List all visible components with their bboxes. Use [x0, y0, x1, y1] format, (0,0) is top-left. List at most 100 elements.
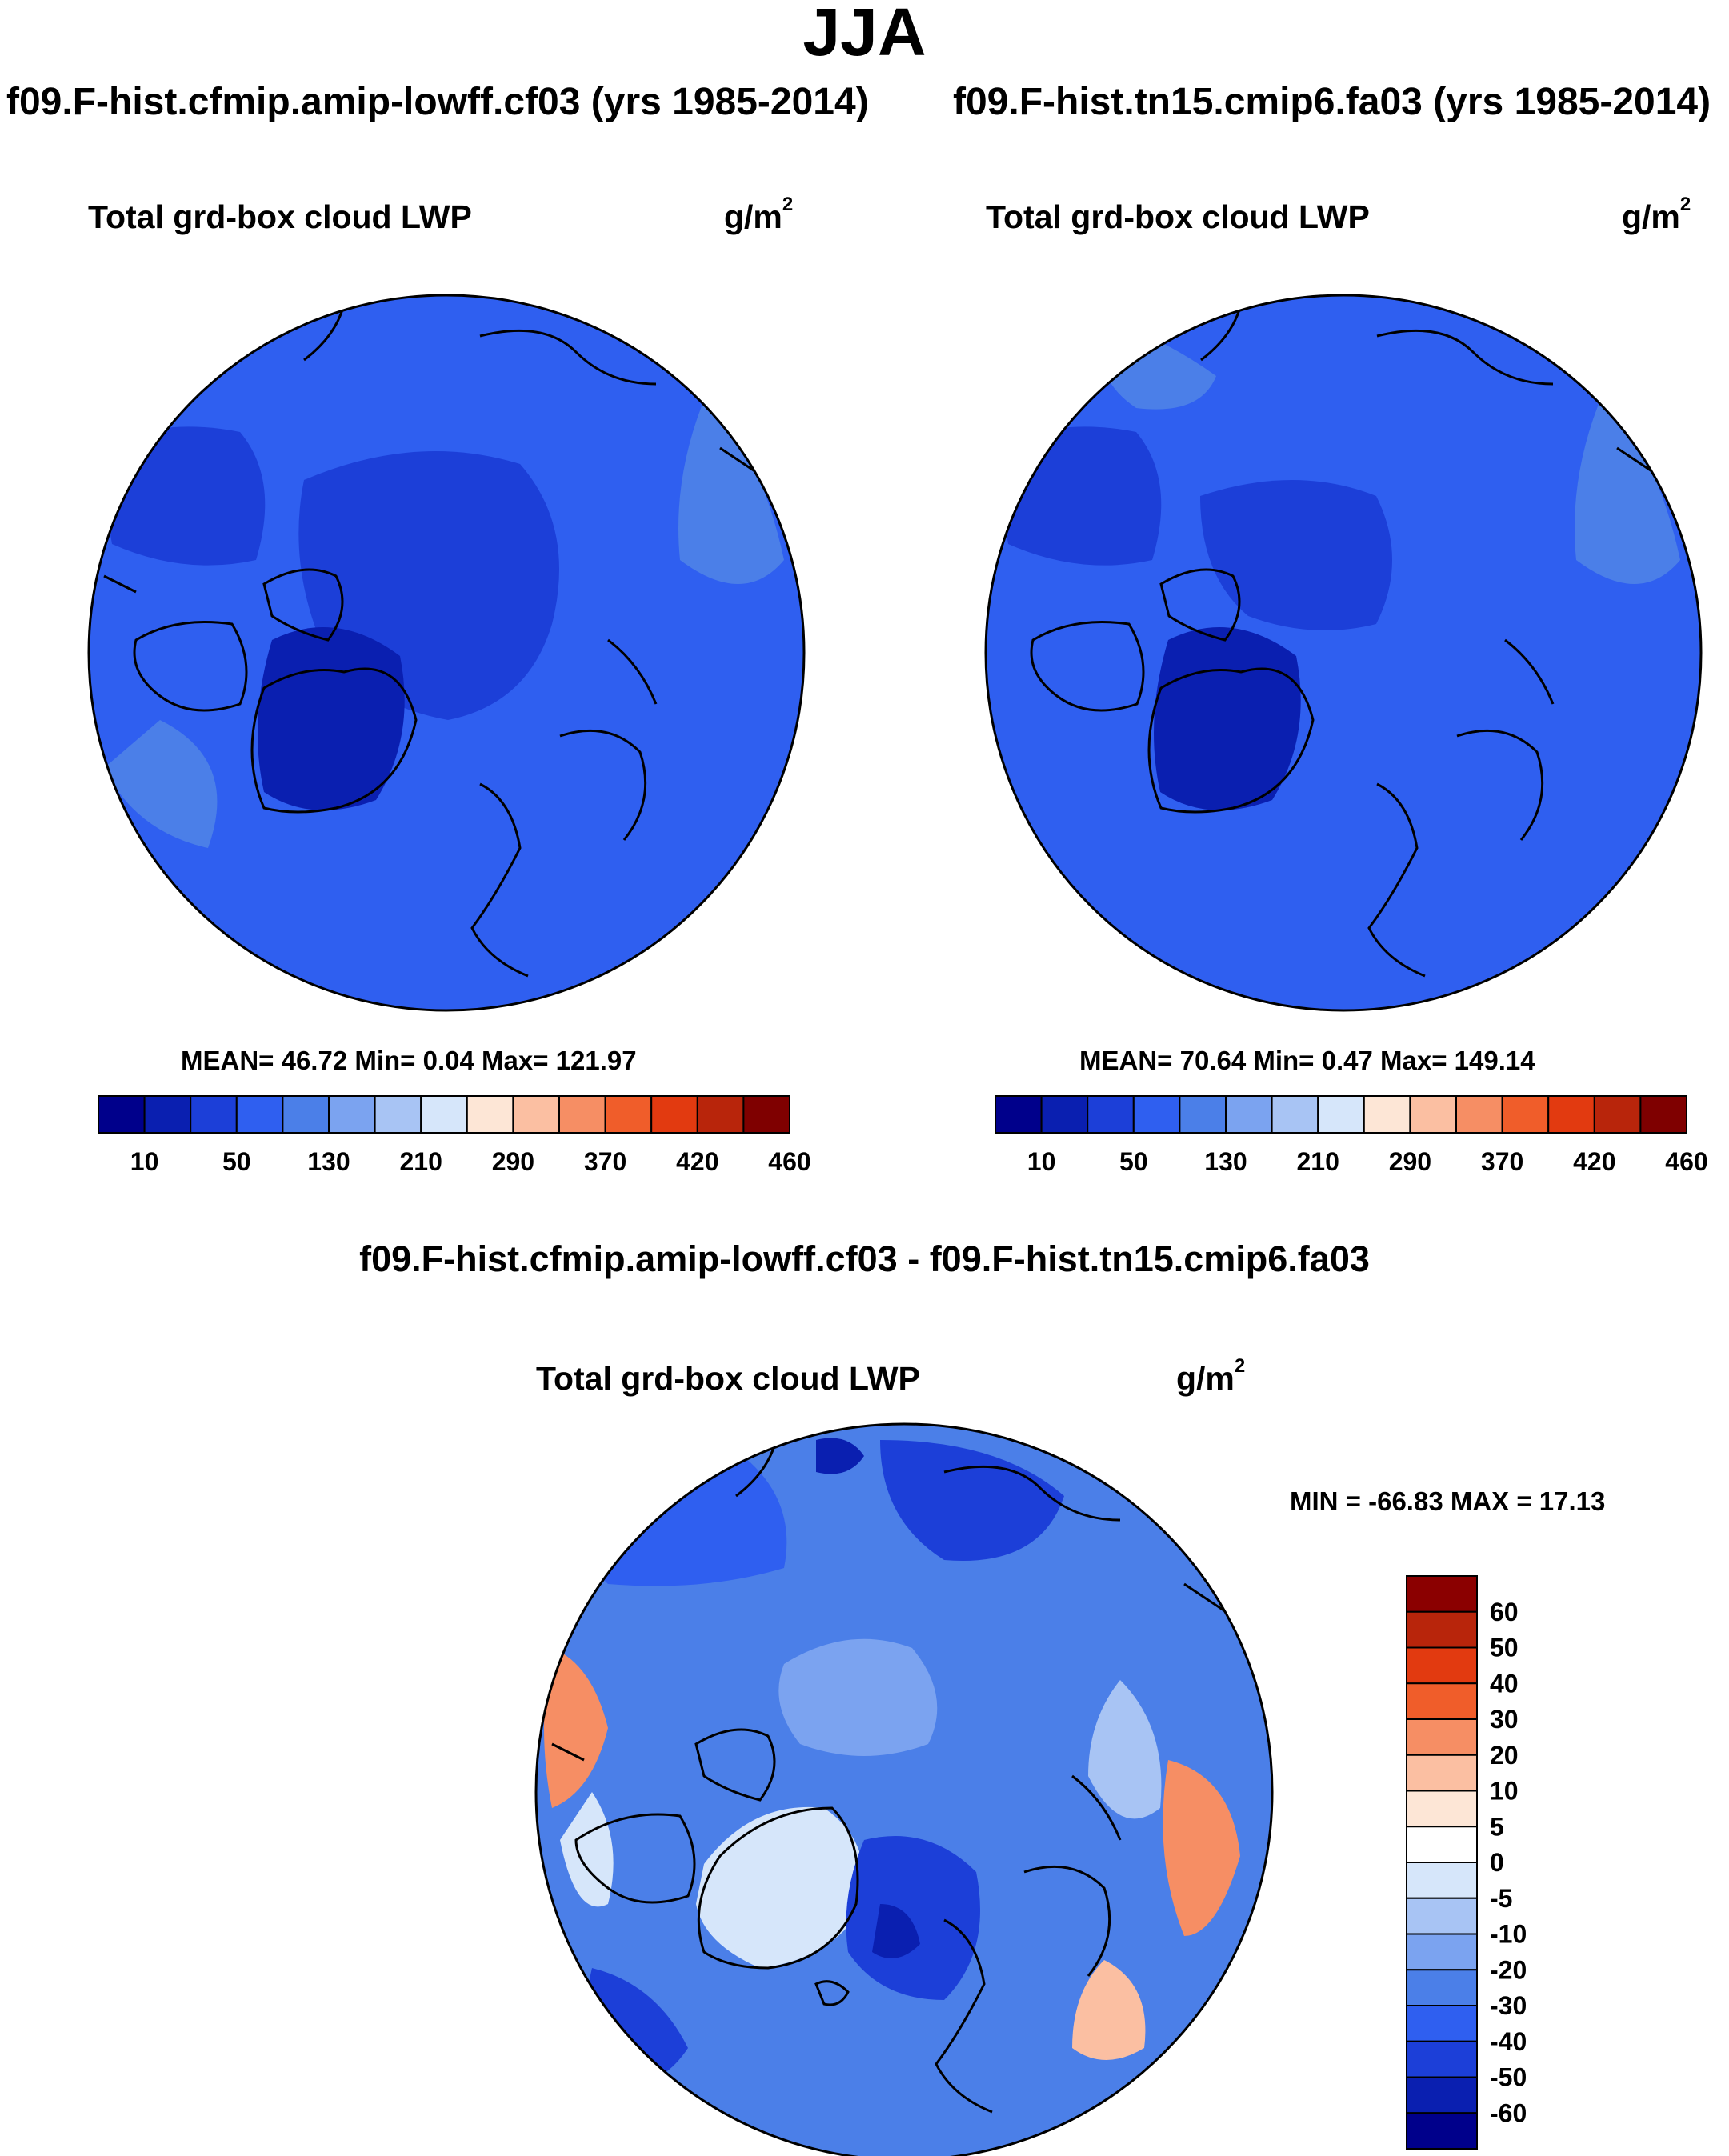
colorbar-swatch: [466, 1095, 514, 1134]
colorbar-tick-label: -5: [1490, 1884, 1512, 1913]
colorbar-swatch: [1547, 1095, 1595, 1134]
panel2-map: [984, 294, 1703, 1012]
colorbar-swatch: [1406, 2076, 1478, 2114]
colorbar-swatch: [558, 1095, 606, 1134]
colorbar-swatch: [420, 1095, 468, 1134]
colorbar-tick-label: 10: [1027, 1147, 1056, 1176]
colorbar-swatch: [1317, 1095, 1365, 1134]
panel2-coastlines: [1030, 303, 1666, 978]
colorbar-swatch: [1406, 1646, 1478, 1685]
colorbar-tick-label: -10: [1490, 1920, 1527, 1949]
diff-map: [534, 1422, 1274, 2156]
panel2-field-region: [1200, 480, 1392, 630]
colorbar-swatch: [235, 1095, 284, 1134]
colorbar-swatch: [1225, 1095, 1273, 1134]
panel2-field-region: [1575, 400, 1680, 584]
colorbar-swatch: [1406, 1862, 1478, 1899]
colorbar-swatch: [1409, 1095, 1458, 1134]
panel1-field-region: [678, 400, 784, 584]
colorbar-tick-label: 370: [1481, 1147, 1523, 1176]
panel1-case-title: f09.F-hist.cfmip.amip-lowff.cf03 (yrs 19…: [6, 81, 869, 123]
colorbar-swatch: [1406, 2005, 1478, 2042]
panel2-variable-title: Total grd-box cloud LWP: [986, 198, 1370, 235]
panel1-map-border: [87, 294, 806, 1012]
colorbar-swatch: [1040, 1095, 1089, 1134]
colorbar-swatch: [1406, 1682, 1478, 1720]
colorbar-swatch: [1501, 1095, 1550, 1134]
colorbar-tick-label: 290: [492, 1147, 534, 1176]
diff-units-exp: 2: [1234, 1355, 1246, 1377]
panel1-stats: MEAN= 46.72 Min= 0.04 Max= 121.97: [181, 1046, 637, 1075]
colorbar-tick-label: -20: [1490, 1955, 1527, 1984]
colorbar-swatch: [1593, 1095, 1642, 1134]
diff-map-border: [534, 1422, 1274, 2156]
colorbar-swatch: [742, 1095, 791, 1134]
colorbar-tick-label: 20: [1490, 1741, 1519, 1770]
diff-field-region: [816, 1438, 864, 1474]
colorbar-swatch: [512, 1095, 561, 1134]
panel2-units-base: g/m: [1622, 198, 1680, 235]
colorbar-tick-label: 40: [1490, 1669, 1519, 1698]
panel2-field-region: [1154, 627, 1301, 810]
colorbar-swatch: [143, 1095, 192, 1134]
colorbar-swatch: [1132, 1095, 1181, 1134]
panel1-variable-title: Total grd-box cloud LWP: [88, 198, 472, 235]
colorbar-swatch: [1363, 1095, 1411, 1134]
colorbar-tick-label: -40: [1490, 2027, 1527, 2056]
panel2-map-border: [984, 294, 1703, 1012]
colorbar-tick-label: 10: [130, 1147, 159, 1176]
panel2-units: g/m2: [1622, 194, 1691, 236]
diff-stats: MIN = -66.83 MAX = 17.13: [1290, 1486, 1606, 1516]
colorbar-tick-label: 0: [1490, 1848, 1504, 1877]
main-title: JJA: [802, 0, 927, 70]
diff-variable-title: Total grd-box cloud LWP: [536, 1360, 920, 1397]
diff-field-region: [1072, 1960, 1146, 2060]
colorbar-swatch: [1406, 1754, 1478, 1792]
panel1-units: g/m2: [724, 194, 793, 236]
panel1-map: [87, 294, 806, 1012]
colorbar-tick-label: 130: [1204, 1147, 1247, 1176]
colorbar-swatch: [995, 1095, 1043, 1134]
panel1-colorbar: 10 50 130 210 290 370 420 460: [98, 1095, 811, 1176]
colorbar-swatch: [1406, 1826, 1478, 1863]
colorbar-tick-label: 420: [1573, 1147, 1615, 1176]
panel2-case-title: f09.F-hist.tn15.cmip6.fa03 (yrs 1985-201…: [953, 81, 1711, 123]
colorbar-swatch: [1406, 1790, 1478, 1828]
diff-field-region: [872, 1904, 920, 1958]
colorbar-tick-label: 10: [1490, 1777, 1519, 1806]
diff-field-region: [778, 1638, 938, 1756]
diff-field-region: [544, 1648, 608, 1808]
diff-field-region: [560, 1792, 614, 1907]
colorbar-tick-label: 30: [1490, 1705, 1519, 1734]
panel1-units-base: g/m: [724, 198, 782, 235]
colorbar-tick-label: 50: [1119, 1147, 1148, 1176]
colorbar-swatch: [650, 1095, 698, 1134]
panel2-field-region: [992, 426, 1162, 566]
diff-units-base: g/m: [1176, 1360, 1235, 1397]
diff-field-region: [880, 1440, 1064, 1561]
colorbar-swatch: [1406, 1933, 1478, 1971]
colorbar-tick-label: 460: [1665, 1147, 1707, 1176]
colorbar-swatch: [1406, 2040, 1478, 2078]
panel2-units-exp: 2: [1679, 194, 1691, 215]
colorbar-swatch: [604, 1095, 653, 1134]
colorbar-tick-label: 370: [584, 1147, 626, 1176]
colorbar-swatch: [98, 1095, 146, 1134]
colorbar-tick-label: -30: [1490, 1991, 1527, 2020]
colorbar-swatch: [1406, 1718, 1478, 1756]
colorbar-swatch: [1406, 2112, 1478, 2150]
colorbar-tick-label: -60: [1490, 2098, 1527, 2127]
panel1-field-region: [258, 627, 405, 810]
panel2-field-base: [986, 295, 1701, 1010]
colorbar-tick-label: -50: [1490, 2063, 1527, 2092]
diff-field-region: [696, 1806, 866, 1968]
colorbar-tick-label: 290: [1389, 1147, 1431, 1176]
colorbar-tick-label: 420: [676, 1147, 718, 1176]
diff-field-region: [1163, 1760, 1240, 1936]
colorbar-tick-label: 210: [400, 1147, 442, 1176]
diff-field-region: [1088, 1680, 1162, 1819]
panel2-colorbar: 10 50 130 210 290 370 420 460: [995, 1095, 1708, 1176]
colorbar-tick-label: 210: [1297, 1147, 1339, 1176]
colorbar-swatch: [1406, 1610, 1478, 1649]
